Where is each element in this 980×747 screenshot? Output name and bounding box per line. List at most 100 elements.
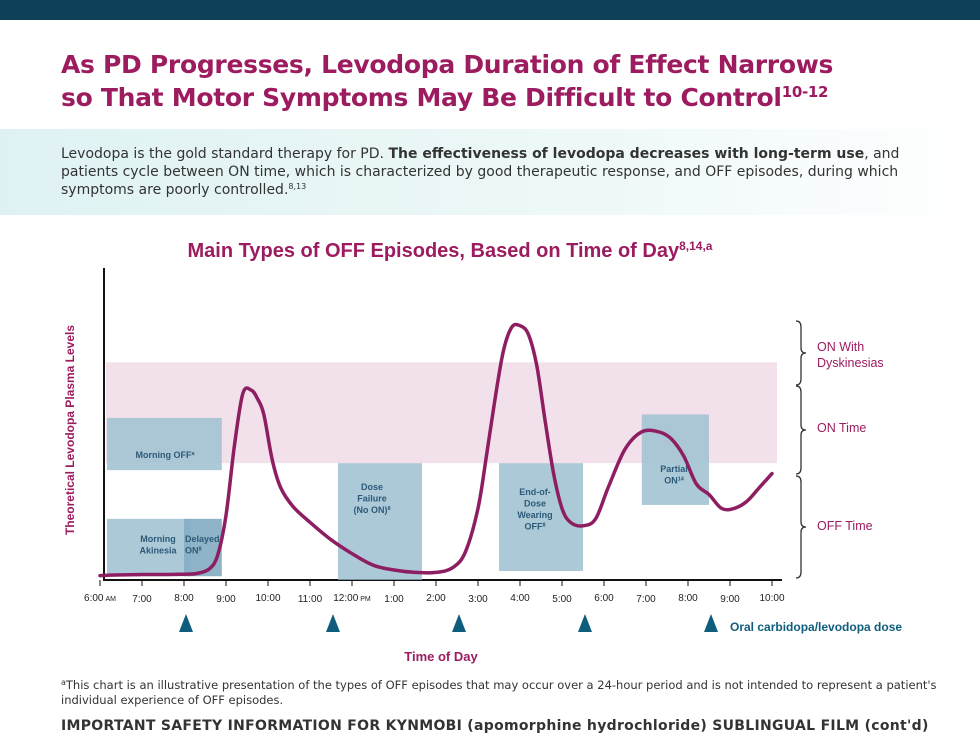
episode-label-dose-failure-no-on-: Dose Failure (No ON)8 [353, 482, 390, 515]
episode-label-line: Partial [660, 464, 688, 474]
intro-text-part1: Levodopa is the gold standard therapy fo… [61, 146, 389, 162]
intro-text-bold: The effectiveness of levodopa decreases … [388, 146, 865, 162]
x-tick-label: 4:00 [510, 593, 530, 604]
episode-label-line: Wearing [517, 510, 552, 520]
episode-box-rect [184, 518, 222, 577]
y-axis-title: Theoretical Levodopa Plasma Levels [63, 325, 77, 535]
x-tick-label-text: 9:00 [720, 594, 740, 605]
episode-box-rect [499, 463, 583, 572]
x-tick-label-text: 1:00 [384, 594, 404, 605]
episode-box-rect [107, 417, 222, 471]
x-tick-label: 7:00 [132, 594, 152, 605]
x-tick-label-text: 11:00 [298, 594, 323, 605]
x-tick-label: 12:00 PM [333, 593, 371, 604]
episode-label-line: End-of- [519, 487, 551, 497]
dose-marker-icon [452, 614, 466, 632]
zone-label-line: OFF Time [817, 519, 873, 533]
x-tick-label: 1:00 [384, 594, 404, 605]
x-tick-label-text: 6:00 [84, 593, 104, 604]
episode-label-line: OFF [524, 522, 542, 532]
chart-title: Main Types of OFF Episodes, Based on Tim… [0, 240, 900, 263]
x-tick-label-text: 7:00 [636, 594, 656, 605]
zone-brace-0 [795, 320, 807, 386]
page-headline: As PD Progresses, Levodopa Duration of E… [61, 48, 941, 114]
episode-label-line: Morning OFF [135, 450, 191, 460]
intro-paragraph: Levodopa is the gold standard therapy fo… [61, 145, 921, 199]
x-tick-label-text: 10:00 [759, 593, 784, 604]
episode-label-line: (No ON) [353, 505, 387, 515]
zone-label-line: ON Time [817, 421, 866, 435]
episode-label-line: ON [185, 546, 199, 556]
x-tick-label-text: 4:00 [510, 593, 530, 604]
dose-marker-icon [179, 614, 193, 632]
headline-refs: 10-12 [781, 83, 829, 101]
x-tick-label: 9:00 [216, 594, 236, 605]
dose-marker-icon [578, 614, 592, 632]
episode-label-line: ON [664, 476, 678, 486]
chart-footnote: aThis chart is an illustrative presentat… [61, 678, 941, 708]
episode-label-morning-off: Morning OFFa [135, 450, 195, 460]
levodopa-level-curve [98, 322, 774, 578]
x-tick-label-suffix: PM [360, 596, 371, 603]
x-tick-label-text: 2:00 [426, 593, 446, 604]
episode-box-3 [338, 463, 422, 580]
x-tick-label-text: 8:00 [174, 593, 194, 604]
x-tick-label: 7:00 [636, 594, 656, 605]
episode-label-ref: a [191, 451, 195, 457]
episode-label-ref: 14 [678, 477, 685, 483]
episode-label-ref: 8 [387, 506, 390, 512]
x-tick-label-suffix: AM [105, 596, 116, 603]
dose-legend-label: Oral carbidopa/levodopa dose [730, 620, 902, 634]
dose-marker-icon [326, 614, 340, 632]
episode-label-line: Akinesia [139, 546, 177, 556]
chart-title-text: Main Types of OFF Episodes, Based on Tim… [187, 240, 680, 262]
zone-brace-2 [795, 475, 807, 579]
x-tick-label: 9:00 [720, 594, 740, 605]
top-banner-bar [0, 0, 980, 20]
x-tick-label: 11:00 [298, 594, 323, 605]
intro-text-part2: , and patients cycle between ON time, wh… [61, 146, 900, 198]
x-tick-label-text: 12:00 [333, 593, 358, 604]
zone-label-on-with-dyskinesias: ON With Dyskinesias [817, 340, 884, 370]
x-tick-label: 3:00 [468, 594, 488, 605]
episode-label-morning-akinesia: Morning Akinesia [139, 534, 177, 556]
x-tick-label-text: 10:00 [255, 593, 280, 604]
intro-background-band [0, 129, 980, 215]
episode-box-rect [338, 463, 422, 580]
episode-box-0 [107, 417, 222, 471]
x-tick-label: 6:00 AM [84, 593, 116, 604]
x-tick-label: 2:00 [426, 593, 446, 604]
x-tick-label: 5:00 [552, 594, 572, 605]
x-tick-label: 8:00 [678, 593, 698, 604]
x-tick-label-text: 6:00 [594, 593, 614, 604]
episode-label-ref: 8 [542, 523, 545, 529]
zone-label-off-time: OFF Time [817, 519, 873, 533]
x-tick-label: 10:00 [255, 593, 280, 604]
episode-label-line: Delayed [185, 534, 220, 544]
x-tick-label-text: 9:00 [216, 594, 236, 605]
episode-label-ref: 8 [199, 547, 202, 553]
x-tick-label-text: 3:00 [468, 594, 488, 605]
episode-label-line: Morning [140, 534, 176, 544]
safety-information-heading: IMPORTANT SAFETY INFORMATION FOR KYNMOBI… [61, 718, 929, 734]
headline-line-1: As PD Progresses, Levodopa Duration of E… [61, 50, 834, 79]
footnote-marker: a [61, 678, 66, 687]
chart-title-refs: 8,14,a [679, 239, 713, 253]
x-tick-label-text: 8:00 [678, 593, 698, 604]
x-tick-label: 8:00 [174, 593, 194, 604]
episode-box-1 [107, 518, 191, 577]
intro-refs: 8,13 [288, 182, 307, 191]
x-axis-title: Time of Day [404, 649, 478, 664]
footnote-text: This chart is an illustrative presentati… [61, 678, 937, 707]
zone-label-on-time: ON Time [817, 421, 866, 435]
episode-label-delayed-on: Delayed ON8 [185, 534, 220, 556]
headline-line-2: so That Motor Symptoms May Be Difficult … [61, 83, 782, 112]
episode-box-rect [107, 518, 191, 577]
zone-label-line: Dyskinesias [817, 356, 884, 370]
episode-label-line: Failure [357, 494, 387, 504]
episode-label-partial-on: Partial ON14 [660, 464, 688, 486]
x-tick-label: 6:00 [594, 593, 614, 604]
episode-label-line: Dose [361, 482, 383, 492]
x-tick-label-text: 7:00 [132, 594, 152, 605]
